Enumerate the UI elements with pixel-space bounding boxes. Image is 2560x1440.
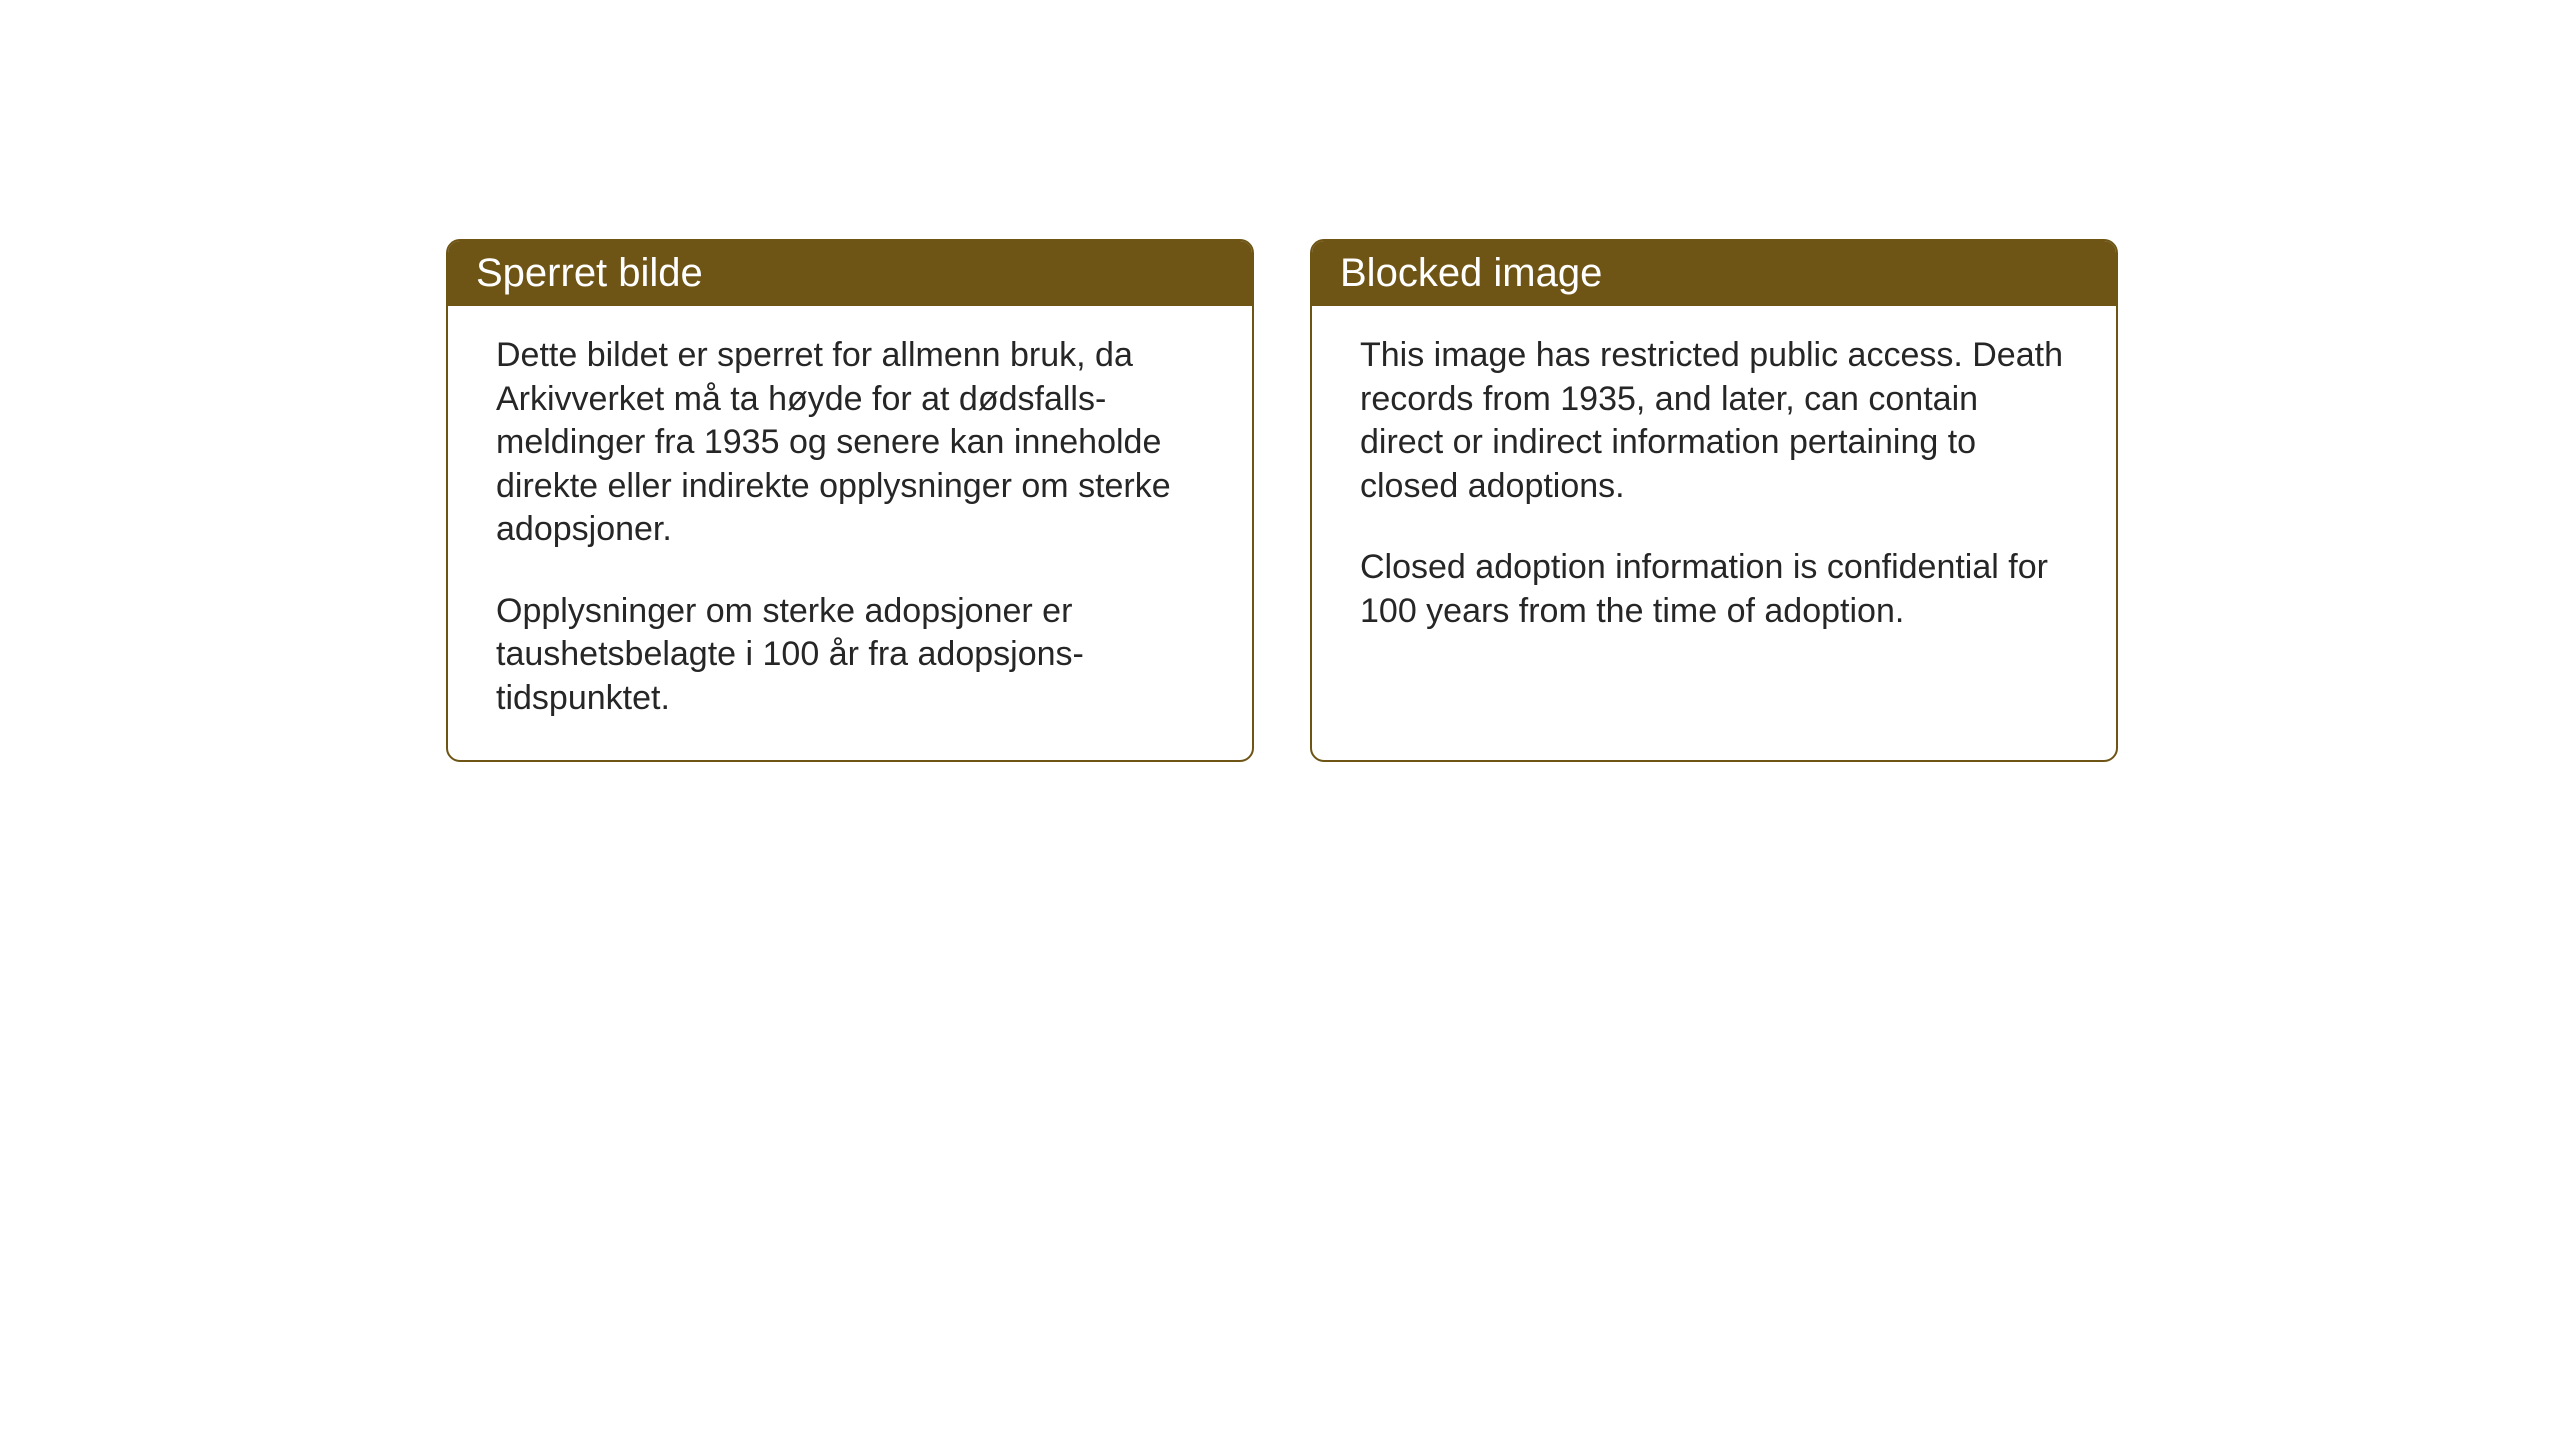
paragraph-english-2: Closed adoption information is confident… <box>1360 546 2068 633</box>
card-body-english: This image has restricted public access.… <box>1312 306 2116 760</box>
paragraph-norwegian-2: Opplysninger om sterke adopsjoner er tau… <box>496 590 1204 721</box>
card-body-norwegian: Dette bildet er sperret for allmenn bruk… <box>448 306 1252 760</box>
notice-card-english: Blocked image This image has restricted … <box>1310 239 2118 762</box>
paragraph-norwegian-1: Dette bildet er sperret for allmenn bruk… <box>496 334 1204 552</box>
card-header-english: Blocked image <box>1312 241 2116 306</box>
card-title-norwegian: Sperret bilde <box>476 251 703 295</box>
notice-card-norwegian: Sperret bilde Dette bildet er sperret fo… <box>446 239 1254 762</box>
notice-container: Sperret bilde Dette bildet er sperret fo… <box>446 239 2118 762</box>
paragraph-english-1: This image has restricted public access.… <box>1360 334 2068 508</box>
card-header-norwegian: Sperret bilde <box>448 241 1252 306</box>
card-title-english: Blocked image <box>1340 251 1602 295</box>
